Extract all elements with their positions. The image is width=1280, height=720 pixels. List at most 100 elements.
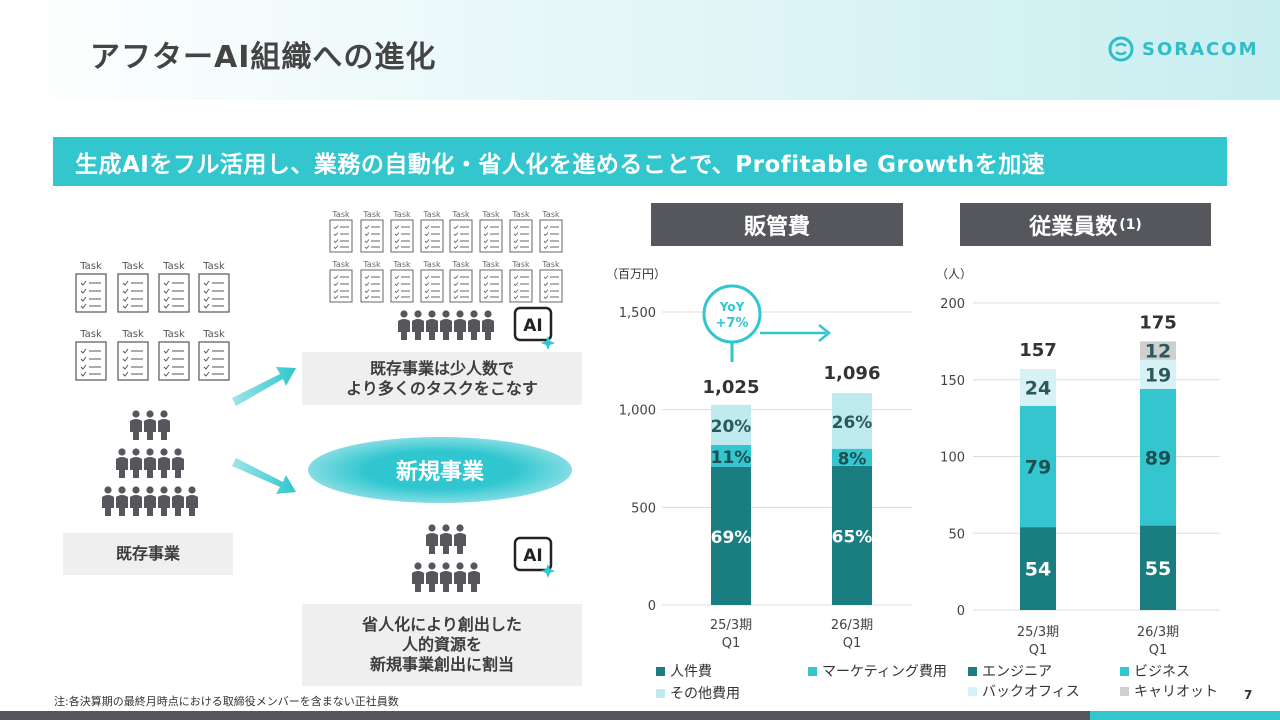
- x-tick-label: 26/3期: [1137, 625, 1179, 640]
- ai-badge-icon: AI: [513, 536, 555, 578]
- y-tick-label: 0: [648, 599, 656, 614]
- bar-segment: [1020, 369, 1056, 406]
- bar-data-label: 24: [1025, 377, 1051, 399]
- ai-label: AI: [523, 546, 542, 566]
- note-line: 省人化により創出した: [362, 615, 522, 634]
- soracom-logo: SORACOM: [1108, 36, 1258, 62]
- footnote: 注:各決算期の最終月時点における取締役メンバーを含まない正社員数: [54, 695, 399, 708]
- new-business-people-icon: [412, 524, 480, 592]
- bottom-bar-accent: [1090, 711, 1280, 720]
- legend-swatch: [656, 666, 665, 676]
- bar-total-label: 157: [1019, 340, 1057, 361]
- existing-business-label: 既存事業: [63, 533, 233, 575]
- note-line: 既存事業は少人数で: [369, 358, 514, 378]
- task-label: Task: [202, 329, 225, 340]
- legend-item-marketing: マーケティング費用: [808, 661, 947, 681]
- task-label: Task: [451, 260, 470, 269]
- bar-data-label: 11%: [711, 448, 752, 468]
- x-tick-label: 25/3期: [710, 618, 752, 633]
- employee-unit-label: （人）: [936, 267, 973, 281]
- task-label: Task: [79, 329, 102, 340]
- bar-segment: [1140, 388, 1176, 526]
- task-label: Task: [451, 210, 470, 219]
- legend-item-other: その他費用: [656, 683, 740, 703]
- task-label: Task: [511, 210, 530, 219]
- x-tick-label: Q1: [1029, 643, 1048, 658]
- task-label: Task: [362, 210, 381, 219]
- bar-data-label: 79: [1025, 456, 1051, 478]
- task-label: Task: [511, 260, 530, 269]
- y-tick-label: 100: [940, 451, 965, 466]
- x-tick-label: 25/3期: [1017, 625, 1059, 640]
- y-tick-label: 0: [957, 604, 965, 619]
- employee-heading: 従業員数 (1): [960, 203, 1211, 246]
- header-band: [0, 0, 1280, 100]
- task-label: Task: [162, 261, 185, 272]
- task-label: Task: [162, 329, 185, 340]
- yoy-arrow-head-icon: [818, 324, 832, 342]
- existing-business-note: 既存事業は少人数で より多くのタスクをこなす: [302, 352, 582, 405]
- bar-data-label: 54: [1025, 559, 1051, 581]
- legend-item-backoffice: バックオフィス: [968, 681, 1080, 701]
- y-tick-label: 500: [631, 501, 656, 516]
- note-line: 人的資源を: [401, 635, 482, 654]
- legend-swatch: [968, 666, 977, 676]
- new-business-oval: 新規事業: [308, 437, 572, 503]
- task-label: Task: [481, 210, 500, 219]
- logo-text: SORACOM: [1142, 38, 1259, 60]
- arrow-up-right-icon: [232, 367, 296, 406]
- headline-banner: 生成AIをフル活用し、業務の自動化・省人化を進めることで、Profitable …: [53, 137, 1227, 186]
- task-label: Task: [362, 260, 381, 269]
- legend-item-business: ビジネス: [1120, 661, 1190, 681]
- sga-unit-label: （百万円）: [606, 267, 667, 281]
- page-title: アフターAI組織への進化: [90, 40, 437, 75]
- legend-swatch: [1120, 666, 1129, 676]
- sga-chart: 0 500 1,000 1,500 69% 11% 20% 1,025 25/3期 Q1 65% 8%…: [619, 284, 912, 651]
- bar-data-label: 26%: [832, 413, 873, 433]
- legend-swatch: [808, 666, 817, 676]
- x-tick-label: Q1: [843, 636, 862, 651]
- footnote-marker: (1): [1119, 216, 1142, 233]
- bar-data-label: 12: [1145, 341, 1171, 363]
- bar-data-label: 8%: [838, 449, 867, 469]
- task-label: Task: [422, 210, 441, 219]
- bar-segment: [711, 444, 751, 467]
- yoy-label: YoY: [719, 300, 745, 314]
- x-tick-label: 26/3期: [831, 618, 873, 633]
- task-label: Task: [481, 260, 500, 269]
- task-label: Task: [541, 260, 560, 269]
- small-team-people-icon: [398, 310, 494, 340]
- soracom-logo-icon: [1108, 36, 1134, 62]
- x-tick-label: Q1: [1149, 643, 1168, 658]
- bar-data-label: 69%: [711, 528, 752, 548]
- task-label: Task: [392, 260, 411, 269]
- ai-label: AI: [523, 316, 542, 336]
- task-label: Task: [422, 260, 441, 269]
- task-label: Task: [202, 261, 225, 272]
- yoy-value: +7%: [716, 316, 749, 331]
- page-number: 7: [1244, 688, 1253, 702]
- task-label: Task: [331, 210, 350, 219]
- bar-data-label: 89: [1145, 447, 1171, 469]
- bar-segment: [711, 404, 751, 445]
- note-line: より多くのタスクをこなす: [346, 378, 538, 398]
- bar-segment: [711, 466, 751, 605]
- task-label: Task: [121, 261, 144, 272]
- y-tick-label: 50: [948, 527, 965, 542]
- y-tick-label: 1,500: [619, 306, 656, 321]
- bar-data-label: 65%: [832, 527, 873, 547]
- legend-item-cariot: キャリオット: [1120, 681, 1218, 701]
- bar-total-label: 1,025: [703, 377, 760, 398]
- y-tick-label: 200: [940, 297, 965, 312]
- task-label: Task: [392, 210, 411, 219]
- new-business-note: 省人化により創出した 人的資源を 新規事業創出に割当: [302, 604, 582, 686]
- bar-segment: [1020, 405, 1056, 528]
- left-illustration: Task Task Task Task Task Task Task Task …: [75, 210, 563, 592]
- legend-swatch: [656, 688, 665, 698]
- legend-swatch: [968, 686, 977, 696]
- bottom-bar: [0, 711, 1280, 720]
- bar-segment: [832, 465, 872, 605]
- task-label: Task: [79, 261, 102, 272]
- arrow-down-right-icon: [232, 458, 296, 494]
